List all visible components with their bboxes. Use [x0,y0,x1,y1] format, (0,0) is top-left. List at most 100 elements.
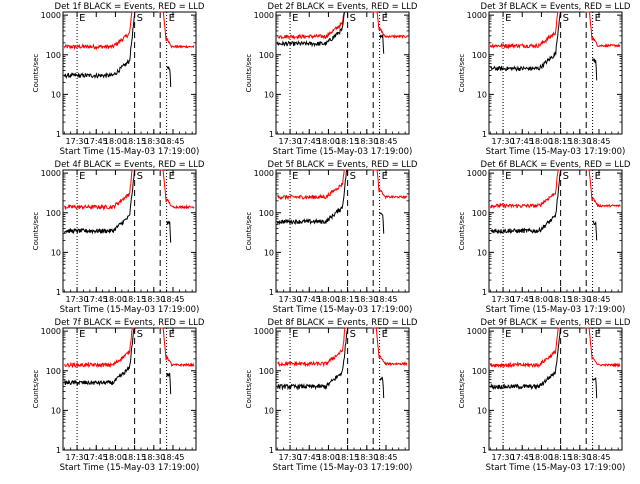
x-tick-label: 18:15 [123,137,146,146]
y-axis-label: Counts/sec [32,370,40,409]
chart-title: Det 7f BLACK = Events, RED = LLD [55,318,205,328]
x-tick-label: 18:00 [530,295,553,304]
x-tick-label: 18:30 [568,295,591,304]
chart-panel-2: Det 2f BLACK = Events, RED = LLD 1 10 100 10… [245,2,418,157]
x-tick-label: 18:30 [355,137,378,146]
x-tick-label: 18:45 [587,295,610,304]
y-tick-label: 1 [56,288,61,297]
x-tick-label: 18:15 [336,453,359,462]
series-lld-post [584,327,621,368]
y-axis-label: Counts/sec [245,54,253,93]
y-tick-label: 100 [46,209,61,218]
x-tick-label: 17:30 [279,295,302,304]
series-lld-pre [277,327,348,368]
marker-label: E [595,13,601,24]
x-tick-label: 18:15 [549,295,572,304]
chart-title: Det 4f BLACK = Events, RED = LLD [55,160,205,170]
x-tick-label: 18:45 [161,295,184,304]
x-tick-label: 18:45 [587,453,610,462]
marker-label: E [169,171,175,182]
y-axis-label: Counts/sec [32,212,40,251]
y-axis-label: Counts/sec [458,370,466,409]
x-tick-label: 18:00 [317,137,340,146]
series-lld-pre [489,169,561,210]
y-tick-label: 1000 [467,169,487,178]
y-tick-label: 100 [259,51,274,60]
x-tick-label: 18:00 [530,453,553,462]
plot-frame [275,11,410,135]
series-events-post [379,376,385,399]
y-tick-label: 100 [472,51,487,60]
marker-label: E [505,13,511,24]
x-axis-label: Start Time (15-May-03 17:19:00) [273,147,413,157]
series-lld-pre [489,327,561,369]
x-tick-label: 18:30 [142,453,165,462]
series-events-pre [276,329,348,391]
series-events-pre [489,12,561,72]
x-tick-label: 17:45 [298,295,321,304]
series-lld-post [371,327,408,367]
series-events-post [592,57,598,81]
y-tick-label: 100 [472,367,487,376]
chart-panel-3: Det 3f BLACK = Events, RED = LLD 1 10 100 10… [458,2,631,157]
x-tick-label: 17:30 [279,137,302,146]
marker-label: E [79,13,85,24]
x-tick-label: 18:30 [568,453,591,462]
y-tick-label: 100 [472,209,487,218]
y-tick-label: 1000 [467,11,487,20]
series-lld-post [584,11,621,48]
marker-label: E [292,13,298,24]
x-tick-label: 17:30 [66,137,89,146]
plot-frame [62,11,197,135]
x-tick-label: 18:15 [123,453,146,462]
y-tick-label: 100 [259,209,274,218]
x-tick-label: 18:15 [336,295,359,304]
x-tick-label: 18:30 [142,295,165,304]
series-lld-pre [489,11,561,50]
x-tick-label: 17:45 [511,137,534,146]
series-lld-post [158,327,195,368]
series-events-pre [63,15,135,80]
y-tick-label: 1 [482,130,487,139]
x-axis-label: Start Time (15-May-03 17:19:00) [60,463,200,473]
x-tick-label: 17:45 [85,453,108,462]
marker-label: S [137,171,143,182]
series-events-post [592,220,598,241]
x-tick-label: 17:30 [66,295,89,304]
y-tick-label: 1000 [467,327,487,336]
y-tick-label: 10 [477,248,487,257]
y-tick-label: 1000 [41,11,61,20]
x-tick-label: 17:30 [66,453,89,462]
chart-title: Det 8f BLACK = Events, RED = LLD [268,318,418,328]
x-axis-label: Start Time (15-May-03 17:19:00) [273,305,413,315]
x-tick-label: 18:45 [374,453,397,462]
marker-label: E [292,329,298,340]
chart-title: Det 3f BLACK = Events, RED = LLD [481,2,631,12]
x-tick-label: 18:15 [549,453,572,462]
y-tick-label: 10 [477,406,487,415]
y-tick-label: 10 [51,90,61,99]
y-tick-label: 1 [56,130,61,139]
marker-label: E [382,171,388,182]
y-axis-label: Counts/sec [458,212,466,251]
x-tick-label: 17:30 [492,137,515,146]
y-tick-label: 1000 [41,327,61,336]
series-lld-pre [64,327,135,369]
series-events-post [166,372,172,395]
series-lld-pre [63,11,135,51]
marker-label: E [79,171,85,182]
series-events-post [166,220,172,243]
chart-title: Det 1f BLACK = Events, RED = LLD [55,2,205,12]
marker-label: S [563,171,569,182]
chart-panel-8: Det 8f BLACK = Events, RED = LLD 1 10 100 10… [245,318,418,473]
x-tick-label: 18:15 [336,137,359,146]
x-axis-label: Start Time (15-May-03 17:19:00) [486,463,626,473]
marker-label: E [382,329,388,340]
marker-label: E [169,13,175,24]
x-tick-label: 18:15 [123,295,146,304]
plot-frame [62,169,197,293]
x-tick-label: 17:45 [85,137,108,146]
x-tick-label: 18:00 [104,453,127,462]
x-tick-label: 18:45 [587,137,610,146]
